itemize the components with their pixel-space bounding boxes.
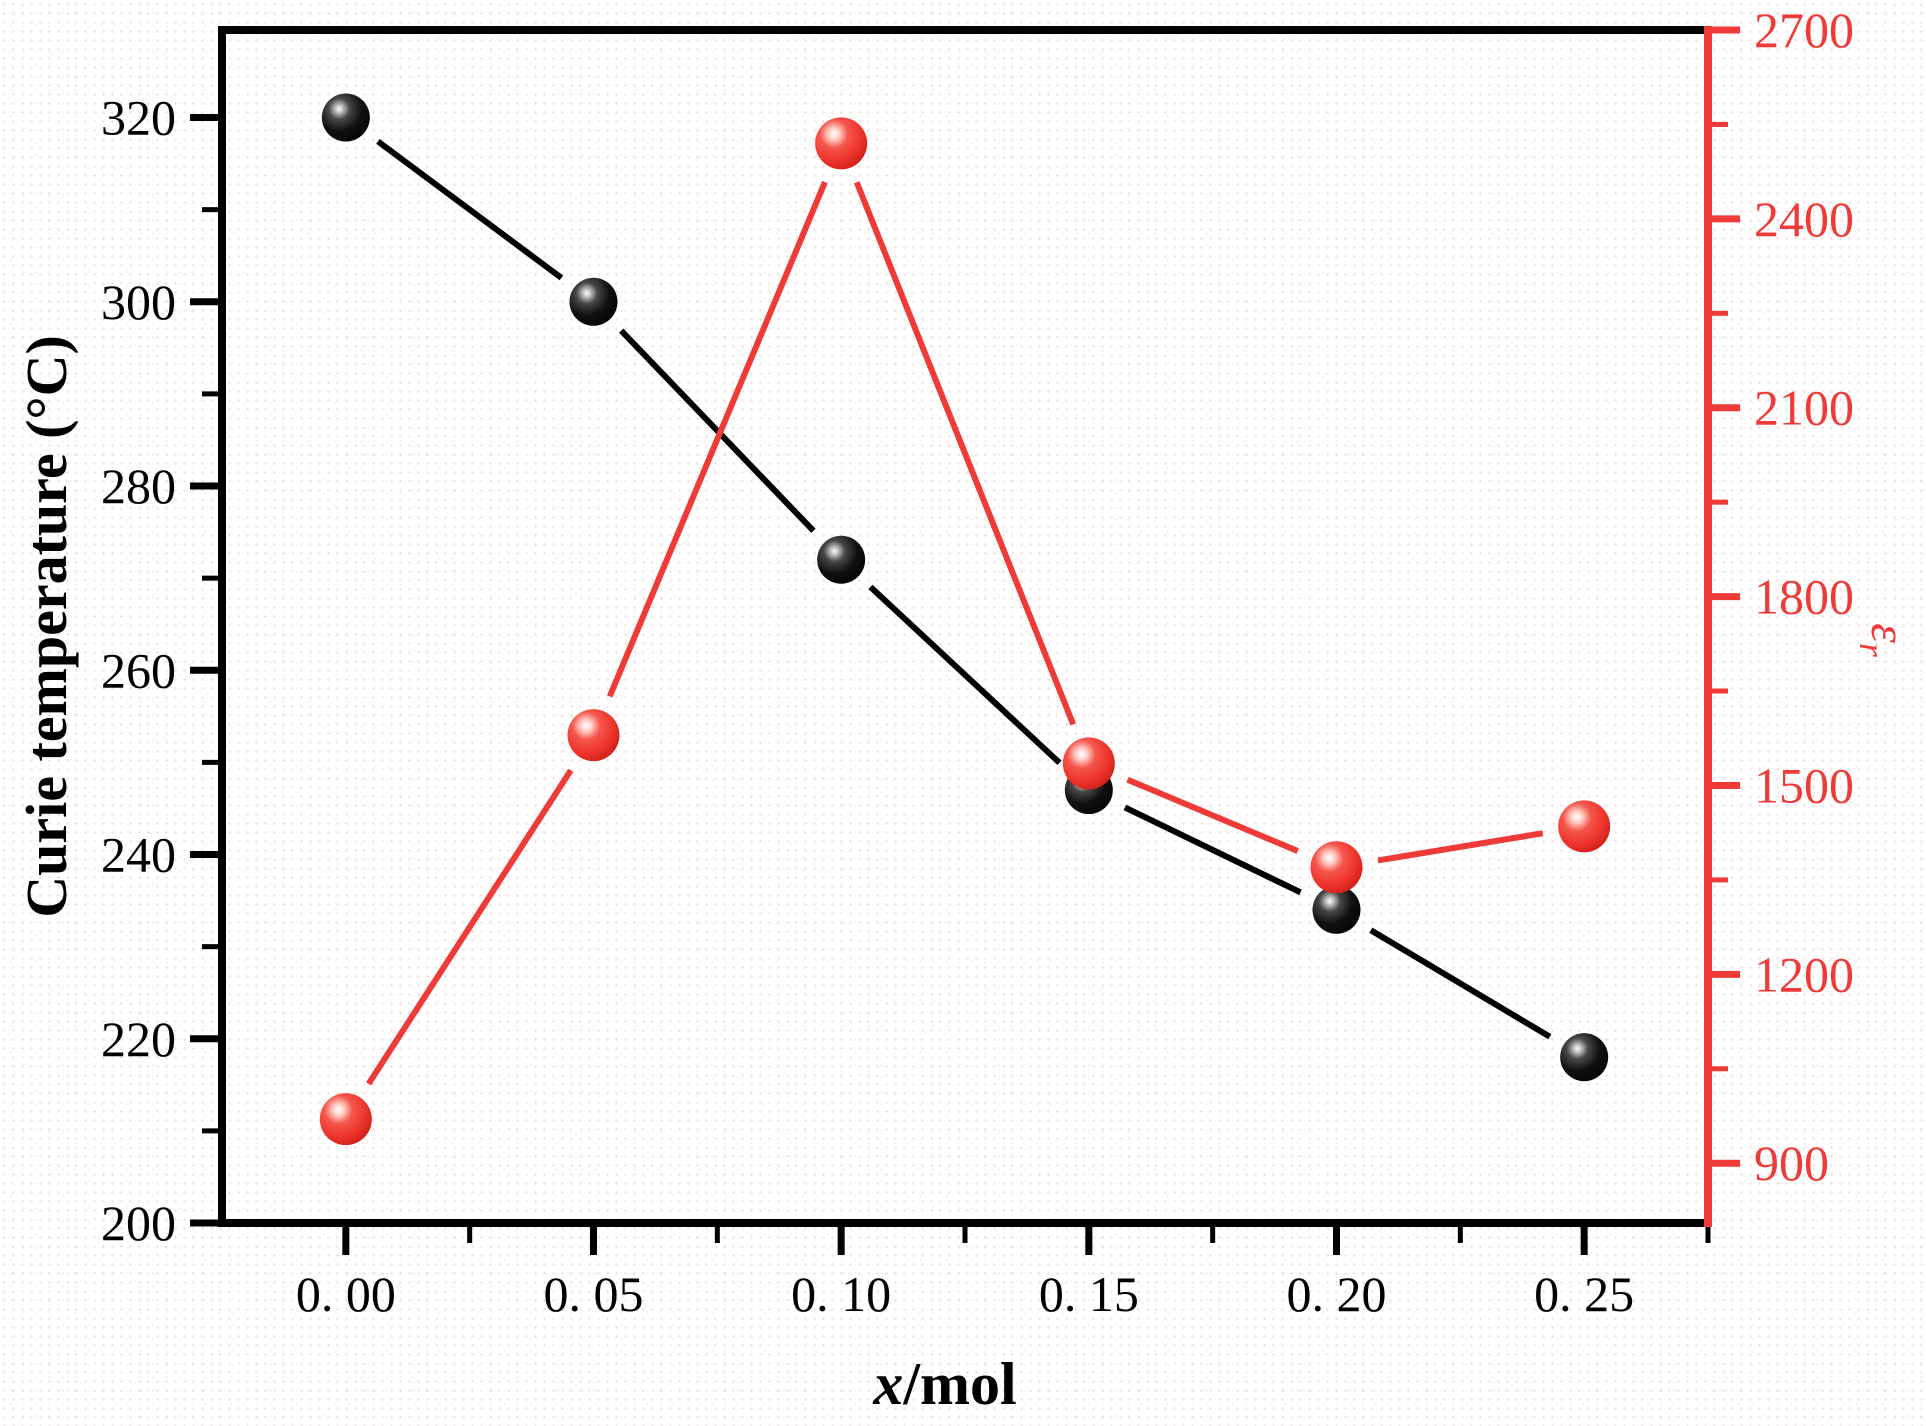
data-point <box>817 535 866 584</box>
right-tick-label: 2100 <box>1754 380 1854 436</box>
right-tick-label: 1800 <box>1754 569 1854 625</box>
right-axis-title: εr <box>1852 623 1917 658</box>
data-point <box>569 277 618 326</box>
data-point <box>1062 737 1115 790</box>
x-tick-label: 0. 00 <box>296 1266 396 1322</box>
left-tick-label: 220 <box>101 1011 176 1067</box>
right-tick-label: 2700 <box>1754 2 1854 58</box>
data-point <box>1558 800 1611 853</box>
right-tick-label: 1500 <box>1754 757 1854 813</box>
series-curie-temperature <box>321 93 1609 1082</box>
x-axis: 0. 00 0. 05 0. 10 0. 15 0. 20 0. 25 <box>296 1227 1711 1322</box>
data-point <box>319 1093 372 1146</box>
data-point <box>1310 841 1363 894</box>
data-point <box>1560 1033 1609 1082</box>
left-tick-label: 200 <box>101 1195 176 1251</box>
x-tick-label: 0. 15 <box>1039 1266 1139 1322</box>
left-tick-label: 260 <box>101 642 176 698</box>
right-tick-label: 2400 <box>1754 191 1854 247</box>
data-point <box>567 709 620 762</box>
left-axis: 200 220 240 260 280 300 320 <box>101 90 218 1251</box>
left-tick-label: 300 <box>101 274 176 330</box>
x-tick-label: 0. 05 <box>544 1266 644 1322</box>
left-tick-label: 320 <box>101 90 176 146</box>
series-permittivity <box>319 117 1611 1146</box>
x-axis-title: x/mol <box>872 1351 1016 1417</box>
plot-spines <box>218 26 1712 1227</box>
data-point <box>1312 885 1361 934</box>
right-axis: 900 1200 1500 1800 2100 2400 2700 <box>1712 2 1854 1191</box>
right-tick-label: 1200 <box>1754 946 1854 1002</box>
right-tick-label: 900 <box>1754 1135 1829 1191</box>
x-tick-label: 0. 20 <box>1287 1266 1387 1322</box>
x-tick-label: 0. 25 <box>1534 1266 1634 1322</box>
data-point <box>321 93 370 142</box>
left-tick-label: 240 <box>101 827 176 883</box>
data-point <box>815 117 868 170</box>
left-axis-title: Curie temperature (°C) <box>14 335 79 918</box>
x-tick-label: 0. 10 <box>791 1266 891 1322</box>
left-tick-label: 280 <box>101 458 176 514</box>
